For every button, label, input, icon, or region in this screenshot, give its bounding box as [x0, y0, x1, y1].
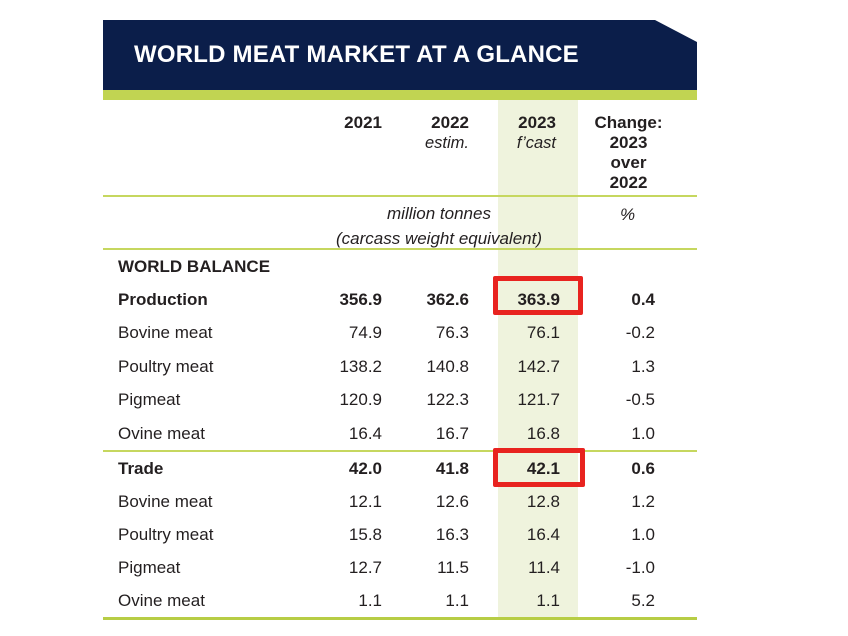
cell-2022: 12.6	[435, 491, 469, 511]
row-label: Poultry meat	[118, 524, 214, 544]
cell-2021: 138.2	[339, 356, 382, 376]
cell-2022: 11.5	[437, 557, 469, 577]
units-line-2: (carcass weight equivalent)	[336, 229, 542, 248]
table-row-bovine-production: Bovine meat 74.9 76.3 76.1 -0.2	[103, 317, 697, 350]
cell-change: 5.2	[631, 590, 655, 610]
col-header-2022: 2022 estim.	[390, 100, 475, 153]
cell-2022: 362.6	[426, 290, 469, 310]
cell-2023: 363.9	[517, 290, 560, 310]
row-label: Production	[118, 290, 208, 310]
change-line-1: Change:	[594, 113, 663, 132]
row-label: Pigmeat	[118, 390, 181, 410]
cell-2023: 76.1	[526, 323, 560, 343]
forecast-column-highlight	[498, 100, 578, 618]
cell-change: -0.5	[625, 390, 655, 410]
col-header-2022-sub: estim.	[424, 134, 469, 152]
cell-2023: 12.8	[526, 491, 560, 511]
table-row-ovine-production: Ovine meat 16.4 16.7 16.8 1.0	[103, 417, 697, 450]
empty-header-cell	[103, 100, 300, 113]
cell-change: 1.0	[631, 423, 655, 443]
cell-change: -0.2	[625, 323, 655, 343]
report-table: WORLD MEAT MARKET AT A GLANCE 2021 2022 …	[103, 20, 697, 621]
cell-2022: 122.3	[426, 390, 469, 410]
cell-change: 0.4	[631, 290, 655, 310]
production-forecast-highlight-box	[493, 276, 583, 315]
cell-change: -1.0	[625, 557, 655, 577]
units-percent: %	[619, 205, 636, 224]
cell-2021: 12.1	[348, 491, 382, 511]
column-header-row: 2021 2022 estim. 2023 f’cast Change: 202…	[103, 100, 697, 195]
table-row-production: Production 356.9 362.6 363.9 0.4	[103, 283, 697, 316]
table-row-pigmeat-production: Pigmeat 120.9 122.3 121.7 -0.5	[103, 384, 697, 417]
cell-2021: 1.1	[358, 590, 382, 610]
change-line-4: 2022	[609, 173, 648, 192]
cell-change: 1.3	[631, 356, 655, 376]
col-header-2023-sub: f’cast	[516, 134, 556, 152]
cell-2022: 16.7	[435, 423, 469, 443]
cell-2021: 120.9	[339, 390, 382, 410]
table-row-ovine-trade: Ovine meat 1.1 1.1 1.1 5.2	[103, 584, 697, 617]
cell-2022: 1.1	[445, 590, 469, 610]
change-line-3: over	[610, 153, 647, 172]
cell-change: 1.0	[631, 524, 655, 544]
row-label: Trade	[118, 458, 164, 478]
bottom-separator-line	[103, 617, 697, 621]
row-label: Bovine meat	[118, 323, 213, 343]
units-line-1: million tonnes	[387, 204, 491, 223]
cell-2023: 16.8	[526, 423, 560, 443]
table-row-poultry-trade: Poultry meat 15.8 16.3 16.4 1.0	[103, 518, 697, 551]
row-label: Ovine meat	[118, 423, 205, 443]
units-spacer	[103, 197, 300, 251]
cell-2021: 356.9	[339, 290, 382, 310]
col-header-change: Change: 2023 over 2022	[578, 100, 697, 193]
col-header-2021: 2021	[300, 100, 390, 133]
cell-2022: 41.8	[435, 458, 469, 478]
accent-bar	[103, 90, 697, 100]
cell-2023: 142.7	[517, 356, 560, 376]
col-header-2021-year: 2021	[344, 113, 382, 132]
cell-2023: 42.1	[526, 458, 560, 478]
trade-forecast-highlight-box	[493, 448, 585, 487]
title-banner: WORLD MEAT MARKET AT A GLANCE	[103, 20, 697, 90]
page-title: WORLD MEAT MARKET AT A GLANCE	[134, 41, 579, 68]
separator-line	[103, 450, 697, 453]
row-label: Bovine meat	[118, 491, 213, 511]
cell-2023: 1.1	[536, 590, 560, 610]
row-label: Poultry meat	[118, 356, 214, 376]
change-line-2: 2023	[609, 133, 648, 152]
row-label: WORLD BALANCE	[118, 256, 271, 276]
cell-2022: 140.8	[426, 356, 469, 376]
table-row-trade: Trade 42.0 41.8 42.1 0.6	[103, 452, 697, 485]
separator-line	[103, 195, 697, 197]
cell-2023: 16.4	[526, 524, 560, 544]
cell-2023: 11.4	[528, 557, 560, 577]
units-row: million tonnes (carcass weight equivalen…	[103, 197, 697, 248]
cell-2021: 16.4	[348, 423, 382, 443]
col-header-2023-year: 2023	[518, 113, 556, 132]
cell-change: 0.6	[631, 458, 655, 478]
col-header-2022-year: 2022	[431, 113, 469, 132]
row-label: Pigmeat	[118, 557, 181, 577]
cell-2022: 76.3	[435, 323, 469, 343]
separator-line	[103, 248, 697, 250]
cell-2023: 121.7	[517, 390, 560, 410]
col-header-2023: 2023 f’cast	[475, 100, 578, 153]
cell-2022: 16.3	[435, 524, 469, 544]
cell-2021: 42.0	[348, 458, 382, 478]
cell-change: 1.2	[631, 491, 655, 511]
row-label: Ovine meat	[118, 590, 205, 610]
table-row-world-balance: WORLD BALANCE	[103, 250, 697, 283]
table-row-bovine-trade: Bovine meat 12.1 12.6 12.8 1.2	[103, 485, 697, 518]
cell-2021: 74.9	[348, 323, 382, 343]
table-row-poultry-production: Poultry meat 138.2 140.8 142.7 1.3	[103, 350, 697, 383]
cell-2021: 15.8	[348, 524, 382, 544]
table-row-pigmeat-trade: Pigmeat 12.7 11.5 11.4 -1.0	[103, 551, 697, 584]
cell-2021: 12.7	[348, 557, 382, 577]
table-area: 2021 2022 estim. 2023 f’cast Change: 202…	[103, 100, 697, 621]
units-label: million tonnes (carcass weight equivalen…	[300, 197, 578, 251]
